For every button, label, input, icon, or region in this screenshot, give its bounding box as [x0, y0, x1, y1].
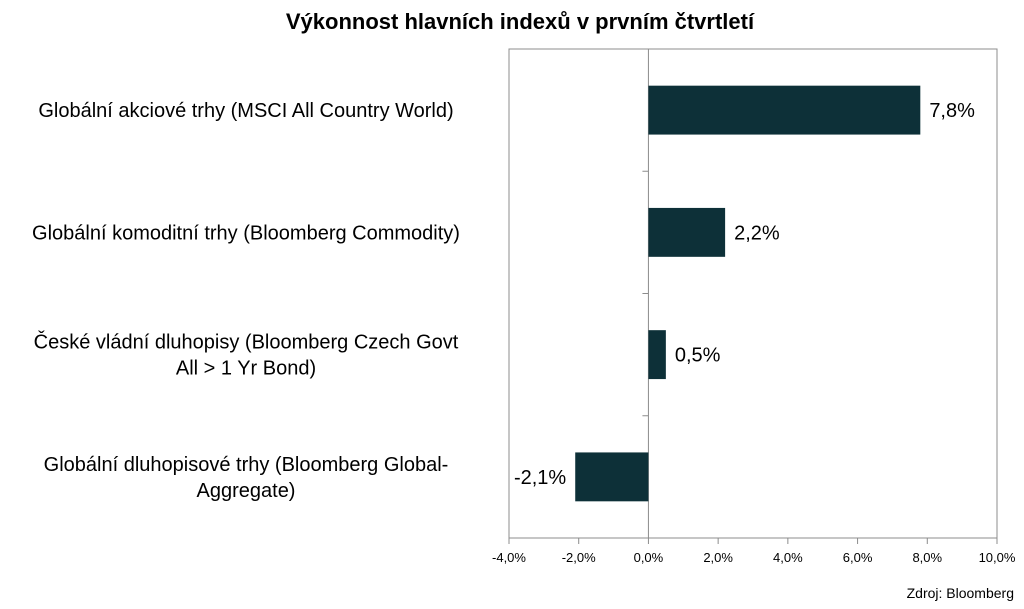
bar — [648, 207, 726, 257]
x-tick-label: 8,0% — [912, 550, 942, 565]
category-label: Aggregate) — [197, 480, 296, 502]
x-tick-label: 0,0% — [634, 550, 664, 565]
x-tick-label: 4,0% — [773, 550, 803, 565]
x-tick-label: 6,0% — [843, 550, 873, 565]
category-label: České vládní dluhopisy (Bloomberg Czech … — [34, 331, 459, 354]
x-tick-label: -2,0% — [562, 550, 596, 565]
category-label: Globální akciové trhy (MSCI All Country … — [38, 100, 453, 122]
category-label: Globální dluhopisové trhy (Bloomberg Glo… — [44, 454, 449, 476]
plot-area-border — [508, 48, 998, 539]
x-tick-label: -4,0% — [492, 550, 526, 565]
source-note: Zdroj: Bloomberg — [907, 585, 1014, 601]
x-tick-label: 10,0% — [979, 550, 1016, 565]
bar-value-label: 2,2% — [734, 222, 780, 244]
category-label: Globální komoditní trhy (Bloomberg Commo… — [32, 222, 460, 244]
chart-title: Výkonnost hlavních indexů v prvním čtvrt… — [286, 9, 755, 34]
bar-value-label: 0,5% — [675, 345, 721, 367]
bar-value-label: 7,8% — [929, 100, 975, 122]
bars: 7,8% 2,2% 0,5% -2,1% — [514, 85, 975, 502]
bar — [648, 85, 921, 135]
bar — [648, 330, 666, 380]
category-labels: Globální akciové trhy (MSCI All Country … — [32, 100, 460, 502]
category-label: All > 1 Yr Bond) — [176, 358, 316, 380]
bar-value-label: -2,1% — [514, 467, 566, 489]
x-tick-label: 2,0% — [703, 550, 733, 565]
bar — [575, 452, 649, 502]
